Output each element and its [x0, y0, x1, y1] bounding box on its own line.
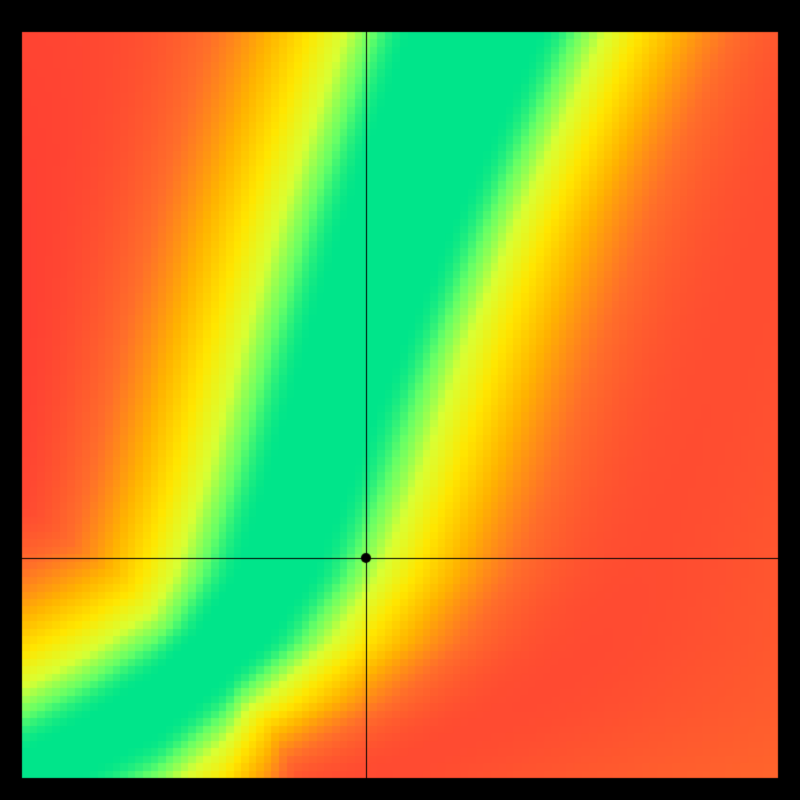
chart-container: TheBottleneck.com	[0, 0, 800, 800]
heatmap-canvas	[0, 0, 800, 800]
